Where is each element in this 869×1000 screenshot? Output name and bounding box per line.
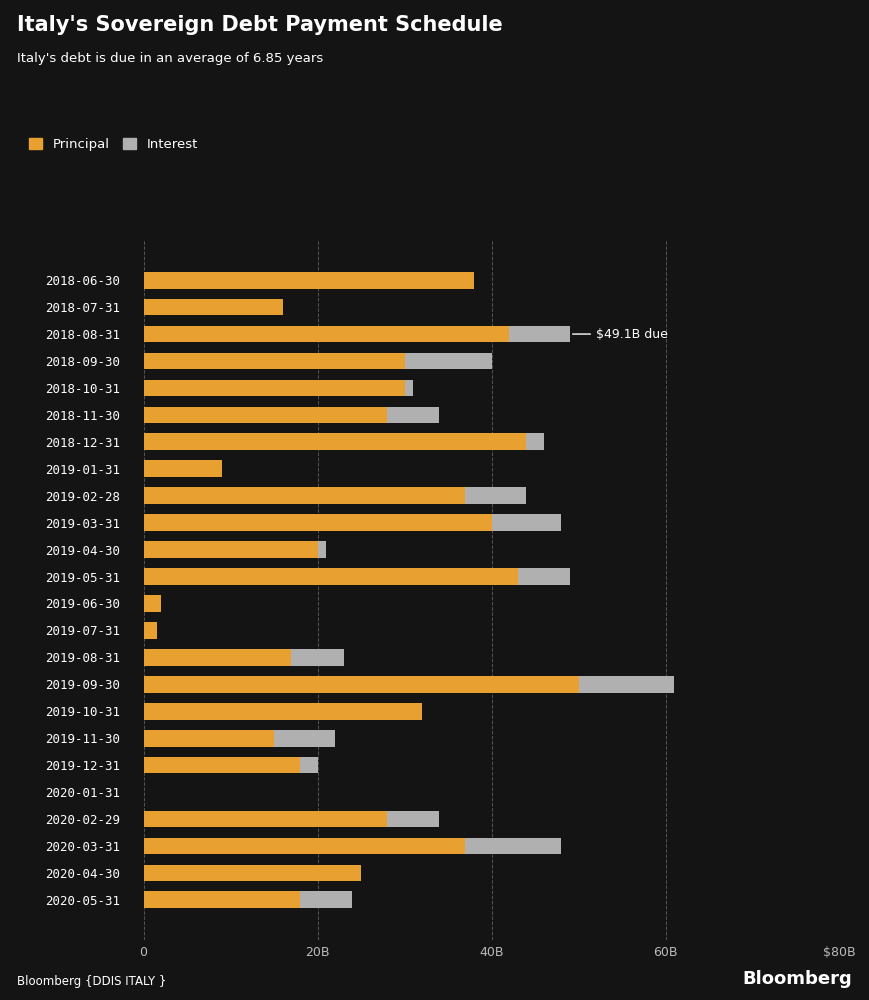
Bar [143,514,491,531]
Bar [300,757,317,773]
Bar [143,272,474,289]
Bar [143,353,404,369]
Bar [578,676,673,693]
Bar [387,407,439,423]
Text: Italy's debt is due in an average of 6.85 years: Italy's debt is due in an average of 6.8… [17,52,323,65]
Bar [143,460,222,477]
Bar [143,865,361,881]
Bar [143,595,161,612]
Bar [291,649,343,666]
Bar [143,487,465,504]
Bar [300,891,352,908]
Bar [274,730,335,747]
Bar [143,326,508,342]
Bar [143,891,300,908]
Bar [491,514,561,531]
Bar [465,838,561,854]
Bar [387,811,439,827]
Bar [508,326,569,342]
Bar [143,380,404,396]
Text: Italy's Sovereign Debt Payment Schedule: Italy's Sovereign Debt Payment Schedule [17,15,502,35]
Legend: Principal, Interest: Principal, Interest [30,138,198,151]
Bar [143,649,291,666]
Bar [404,353,491,369]
Bar [143,811,387,827]
Bar [143,541,317,558]
Bar [404,380,413,396]
Bar [143,838,465,854]
Bar [143,568,517,585]
Bar [143,676,578,693]
Bar [465,487,526,504]
Bar [143,757,300,773]
Bar [143,299,282,315]
Text: Bloomberg {DDIS ITALY }: Bloomberg {DDIS ITALY } [17,975,167,988]
Text: $49.1B due: $49.1B due [572,328,667,341]
Text: Bloomberg: Bloomberg [742,970,852,988]
Bar [526,433,543,450]
Bar [143,730,274,747]
Bar [143,433,526,450]
Bar [317,541,326,558]
Bar [143,703,421,720]
Bar [143,407,387,423]
Bar [517,568,569,585]
Bar [143,622,156,639]
